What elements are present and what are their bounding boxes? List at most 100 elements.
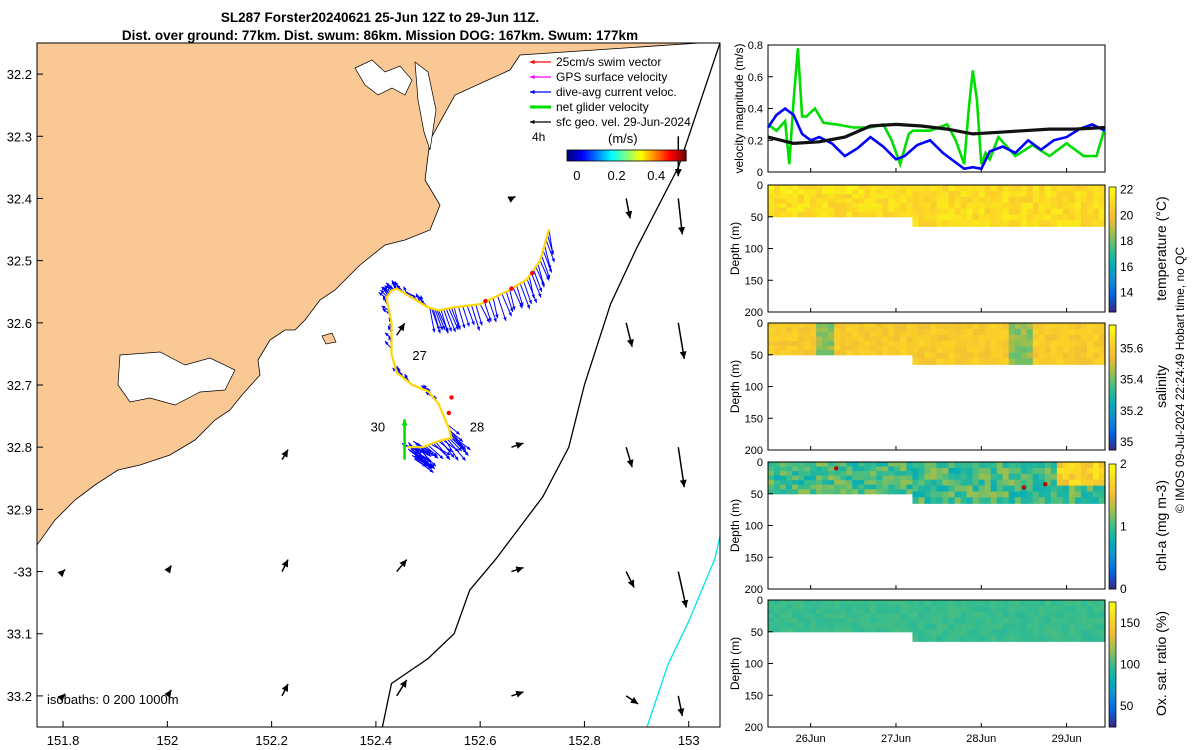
current-vector-25 bbox=[475, 304, 483, 326]
heatmap-cell bbox=[990, 208, 998, 216]
heatmap-cell bbox=[918, 202, 926, 210]
map-colorbar-cell bbox=[656, 150, 659, 161]
hm-colorbar-cell bbox=[1109, 605, 1116, 609]
heatmap-cell bbox=[864, 198, 871, 204]
heatmap-cell bbox=[1032, 340, 1040, 348]
heatmap-cell bbox=[966, 629, 974, 636]
current-vector-8-head bbox=[540, 281, 545, 286]
heatmap-cell bbox=[1014, 479, 1022, 487]
heatmap-cell bbox=[1038, 328, 1046, 336]
hm-colorbar-cell bbox=[1109, 331, 1116, 335]
heatmap-cell bbox=[996, 611, 1004, 619]
heatmap-cell bbox=[894, 336, 901, 342]
heatmap-cell bbox=[834, 332, 841, 338]
heatmap-cell bbox=[822, 203, 829, 209]
geo-vector-1 bbox=[677, 198, 685, 235]
current-vector-56 bbox=[391, 280, 396, 290]
heatmap-cell bbox=[846, 627, 853, 633]
geo-vector-19 bbox=[396, 559, 408, 573]
hm-y-tick-label-3: 150 bbox=[745, 690, 763, 702]
heatmap-cell bbox=[834, 604, 841, 610]
day-label-1: 28 bbox=[470, 420, 484, 435]
heatmap-cell bbox=[960, 196, 968, 204]
heatmap-cell bbox=[834, 613, 841, 619]
hm-colorbar-cell bbox=[1109, 677, 1116, 681]
heatmap-cell bbox=[1050, 214, 1058, 221]
heatmap-cell bbox=[912, 497, 920, 504]
heatmap-cell bbox=[1092, 491, 1100, 498]
heatmap-cell bbox=[1068, 473, 1076, 481]
heatmap-cell bbox=[1092, 196, 1100, 204]
heatmap-cell bbox=[792, 475, 799, 481]
current-vector-33 bbox=[445, 308, 456, 333]
heatmap-cell bbox=[972, 202, 980, 210]
heatmap-cell bbox=[774, 489, 781, 495]
heatmap-cell bbox=[804, 203, 811, 209]
hm-ylabel: Depth (m) bbox=[728, 360, 742, 413]
heatmap-cell bbox=[894, 475, 901, 481]
map-x-tick-label-5: 152.8 bbox=[568, 733, 601, 748]
heatmap-cell bbox=[984, 185, 992, 192]
hm-colorbar-cell bbox=[1109, 237, 1116, 241]
heatmap-cell bbox=[930, 497, 938, 504]
velocity-series-1 bbox=[766, 106, 1106, 171]
heatmap-cell bbox=[930, 467, 938, 475]
heatmap-cell bbox=[972, 323, 980, 330]
heatmap-cell bbox=[780, 466, 787, 472]
heatmap-cell bbox=[966, 196, 974, 204]
heatmap-cell bbox=[1008, 467, 1016, 475]
current-vector-4 bbox=[542, 250, 553, 273]
current-vector-22-head bbox=[493, 318, 497, 323]
current-vector-43-head bbox=[418, 296, 422, 301]
heatmap-cell bbox=[936, 340, 944, 348]
current-vector-5-head bbox=[546, 274, 551, 279]
heatmap-cell bbox=[834, 194, 841, 200]
hm-colorbar-cell bbox=[1109, 283, 1116, 288]
hm-colorbar-cell bbox=[1109, 664, 1116, 669]
heatmap-cell bbox=[918, 214, 926, 221]
heatmap-cell bbox=[804, 345, 811, 351]
hm-colorbar-cell bbox=[1109, 627, 1116, 631]
heatmap-cell bbox=[984, 629, 992, 636]
hm-colorbar-cell bbox=[1109, 375, 1116, 379]
heatmap-cell bbox=[858, 600, 865, 606]
heatmap-cell bbox=[930, 605, 938, 613]
current-vector-128-head bbox=[411, 446, 416, 450]
hm-colorbar-cell bbox=[1109, 652, 1116, 656]
heatmap-cell bbox=[912, 185, 920, 192]
heatmap-cell bbox=[822, 462, 829, 468]
heatmap-cell bbox=[828, 466, 835, 472]
heatmap-cell bbox=[972, 208, 980, 216]
heatmap-cell bbox=[1086, 605, 1094, 613]
hm-colorbar-cell bbox=[1109, 470, 1116, 474]
heatmap-cell bbox=[924, 467, 932, 475]
heatmap-cell bbox=[882, 207, 889, 213]
heatmap-cell bbox=[1056, 497, 1064, 504]
heatmap-cell bbox=[894, 471, 901, 477]
heatmap-cell bbox=[1068, 334, 1076, 342]
heatmap-cell bbox=[876, 327, 883, 333]
heatmap-cell bbox=[960, 185, 968, 192]
heatmap-cell bbox=[786, 627, 793, 633]
heatmap-cell bbox=[846, 212, 853, 218]
heatmap-cell bbox=[918, 473, 926, 481]
current-vector-70-head bbox=[382, 308, 387, 313]
hm-colorbar-cell bbox=[1109, 293, 1116, 297]
heatmap-cell bbox=[1056, 352, 1064, 359]
heatmap-cell bbox=[906, 489, 914, 495]
heatmap-cell bbox=[1020, 202, 1028, 210]
heatmap-cell bbox=[1080, 208, 1088, 216]
heatmap-cell bbox=[996, 214, 1004, 221]
heatmap-cell bbox=[948, 358, 956, 365]
heatmap-cell bbox=[930, 635, 938, 642]
heatmap-cell bbox=[1062, 479, 1070, 487]
heatmap-cell bbox=[900, 194, 908, 200]
heatmap-cell bbox=[870, 198, 877, 204]
heatmap-cell bbox=[1008, 600, 1016, 607]
heatmap-cell bbox=[900, 350, 908, 356]
heatmap-cell bbox=[900, 323, 908, 329]
hm-colorbar-cell bbox=[1109, 714, 1116, 719]
hm-colorbar-cell bbox=[1109, 434, 1116, 438]
heatmap-cell bbox=[1098, 196, 1106, 204]
current-vector-28 bbox=[462, 306, 470, 327]
